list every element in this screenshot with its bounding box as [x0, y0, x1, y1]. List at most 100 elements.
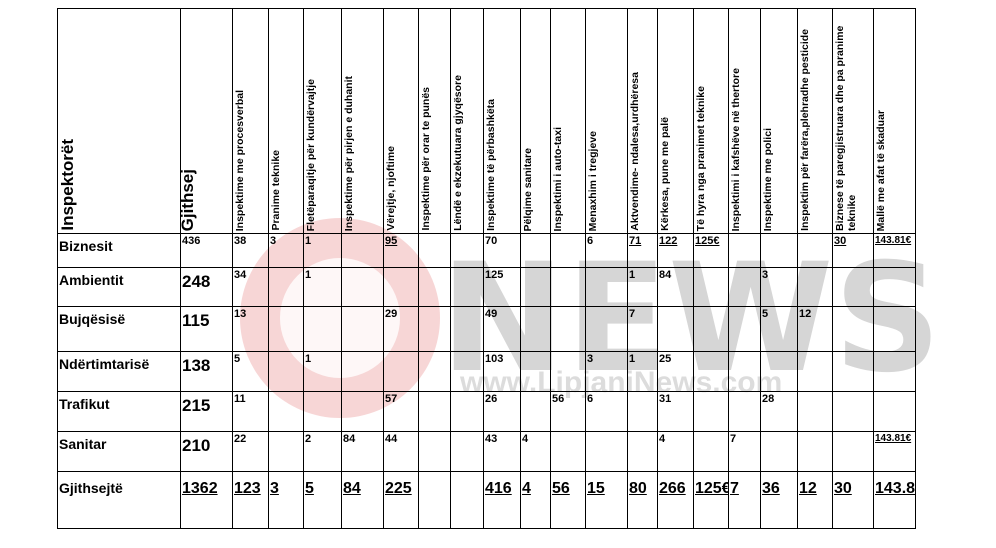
column-header: Mallë me afat të skaduar [873, 8, 916, 234]
row-label: Bujqësisë [57, 306, 181, 352]
table-cell: 22 [232, 431, 269, 472]
table-cell: 30 [832, 471, 874, 529]
table-cell: 7 [627, 306, 658, 352]
table-cell [550, 233, 586, 268]
header-text: Inspektime për orar te punës [420, 87, 432, 231]
column-header: Lëndë e ekzekutuara gjyqësore [450, 8, 484, 234]
table-cell [450, 306, 484, 352]
table-cell [728, 391, 761, 432]
row-label: Sanitar [57, 431, 181, 472]
table-cell: 4 [520, 471, 551, 529]
table-cell [341, 233, 384, 268]
table-cell: 7 [728, 431, 761, 472]
table-cell [418, 431, 451, 472]
table-cell: 416 [483, 471, 521, 529]
table-cell [693, 306, 729, 352]
table-cell [693, 351, 729, 392]
table-cell: 115 [180, 306, 233, 352]
column-header: Inspektim për farëra,plehradhe pesticide [797, 8, 833, 234]
table-cell [268, 431, 304, 472]
column-header: Fletëparaqitje për kundërvajtje [303, 8, 342, 234]
table-cell [450, 391, 484, 432]
table-cell [585, 306, 628, 352]
table-cell [268, 267, 304, 307]
header-text: Lëndë e ekzekutuara gjyqësore [452, 75, 464, 231]
table-cell [832, 267, 874, 307]
table-cell: 84 [657, 267, 694, 307]
table-cell [418, 351, 451, 392]
table-cell [418, 471, 451, 529]
table-cell: 29 [383, 306, 419, 352]
header-text: Inspektime për pirjen e duhanit [343, 75, 355, 231]
header-text: Inspektorët [58, 139, 78, 231]
table-cell: 84 [341, 471, 384, 529]
table-cell: 3 [268, 471, 304, 529]
table-cell [268, 351, 304, 392]
table-cell [341, 391, 384, 432]
column-header: Kërkesa, pune me palë [657, 8, 694, 234]
table-row: Ndërtimtarisë 138 5 1 103 3 1 25 [57, 351, 916, 392]
table-cell: 143.81€ [873, 431, 916, 472]
table-cell [450, 351, 484, 392]
header-text: Mallë me afat të skaduar [875, 109, 887, 231]
table-cell: 12 [797, 471, 833, 529]
table-cell: 225 [383, 471, 419, 529]
table-cell [418, 391, 451, 432]
table-cell: 56 [550, 471, 586, 529]
column-header: Gjithsej [180, 8, 233, 234]
header-text: Inspektimi i auto-taxi [552, 126, 564, 231]
table-cell: 84 [341, 431, 384, 472]
column-header: Inspektime për orar te punës [418, 8, 451, 234]
table-cell: 49 [483, 306, 521, 352]
column-header: Të hyra nga pranimet teknike [693, 8, 729, 234]
table-cell: 5 [303, 471, 342, 529]
table-cell: 11 [232, 391, 269, 432]
table-cell [520, 351, 551, 392]
table-cell [585, 431, 628, 472]
table-cell [383, 267, 419, 307]
table-cell [728, 267, 761, 307]
table-cell: 56 [550, 391, 586, 432]
header-text: Pranime teknike [270, 150, 282, 231]
table-cell: 31 [657, 391, 694, 432]
table-cell: 210 [180, 431, 233, 472]
table-cell: 138 [180, 351, 233, 392]
table-cell [657, 306, 694, 352]
table-cell [728, 233, 761, 268]
table-cell: 5 [760, 306, 798, 352]
table-cell [450, 267, 484, 307]
table-cell [797, 351, 833, 392]
table-cell: 1 [627, 267, 658, 307]
table-cell [797, 431, 833, 472]
row-label: Biznesit [57, 233, 181, 268]
header-text: Fletëparaqitje për kundërvajtje [305, 78, 317, 231]
table-cell: 122 [657, 233, 694, 268]
header-text: Inspektime me polici [762, 127, 774, 231]
column-header: Inspektimi i auto-taxi [550, 8, 586, 234]
table-cell: 6 [585, 391, 628, 432]
table-cell [341, 306, 384, 352]
table-cell [627, 431, 658, 472]
table-cell [585, 267, 628, 307]
table-cell: 26 [483, 391, 521, 432]
table-cell [797, 233, 833, 268]
table-cell: 4 [657, 431, 694, 472]
table-cell: 38 [232, 233, 269, 268]
table-cell [341, 267, 384, 307]
table-cell [693, 431, 729, 472]
column-header: Inspektorët [57, 8, 181, 234]
table-cell [303, 391, 342, 432]
table-cell [832, 431, 874, 472]
table-cell [268, 306, 304, 352]
header-text: Inspektimi i kafshëve në thertore [730, 67, 742, 231]
table-cell [693, 267, 729, 307]
table-cell: 3 [760, 267, 798, 307]
table-cell [520, 306, 551, 352]
table-row: Ambientit 248 34 1 125 1 84 3 [57, 267, 916, 307]
table-cell: 1 [303, 267, 342, 307]
table-cell: 80 [627, 471, 658, 529]
header-text: Menaxhim i tregjeve [587, 130, 599, 231]
header-text: Inspektim për farëra,plehradhe pesticide [799, 29, 811, 231]
table-cell: 36 [760, 471, 798, 529]
table-cell [520, 267, 551, 307]
